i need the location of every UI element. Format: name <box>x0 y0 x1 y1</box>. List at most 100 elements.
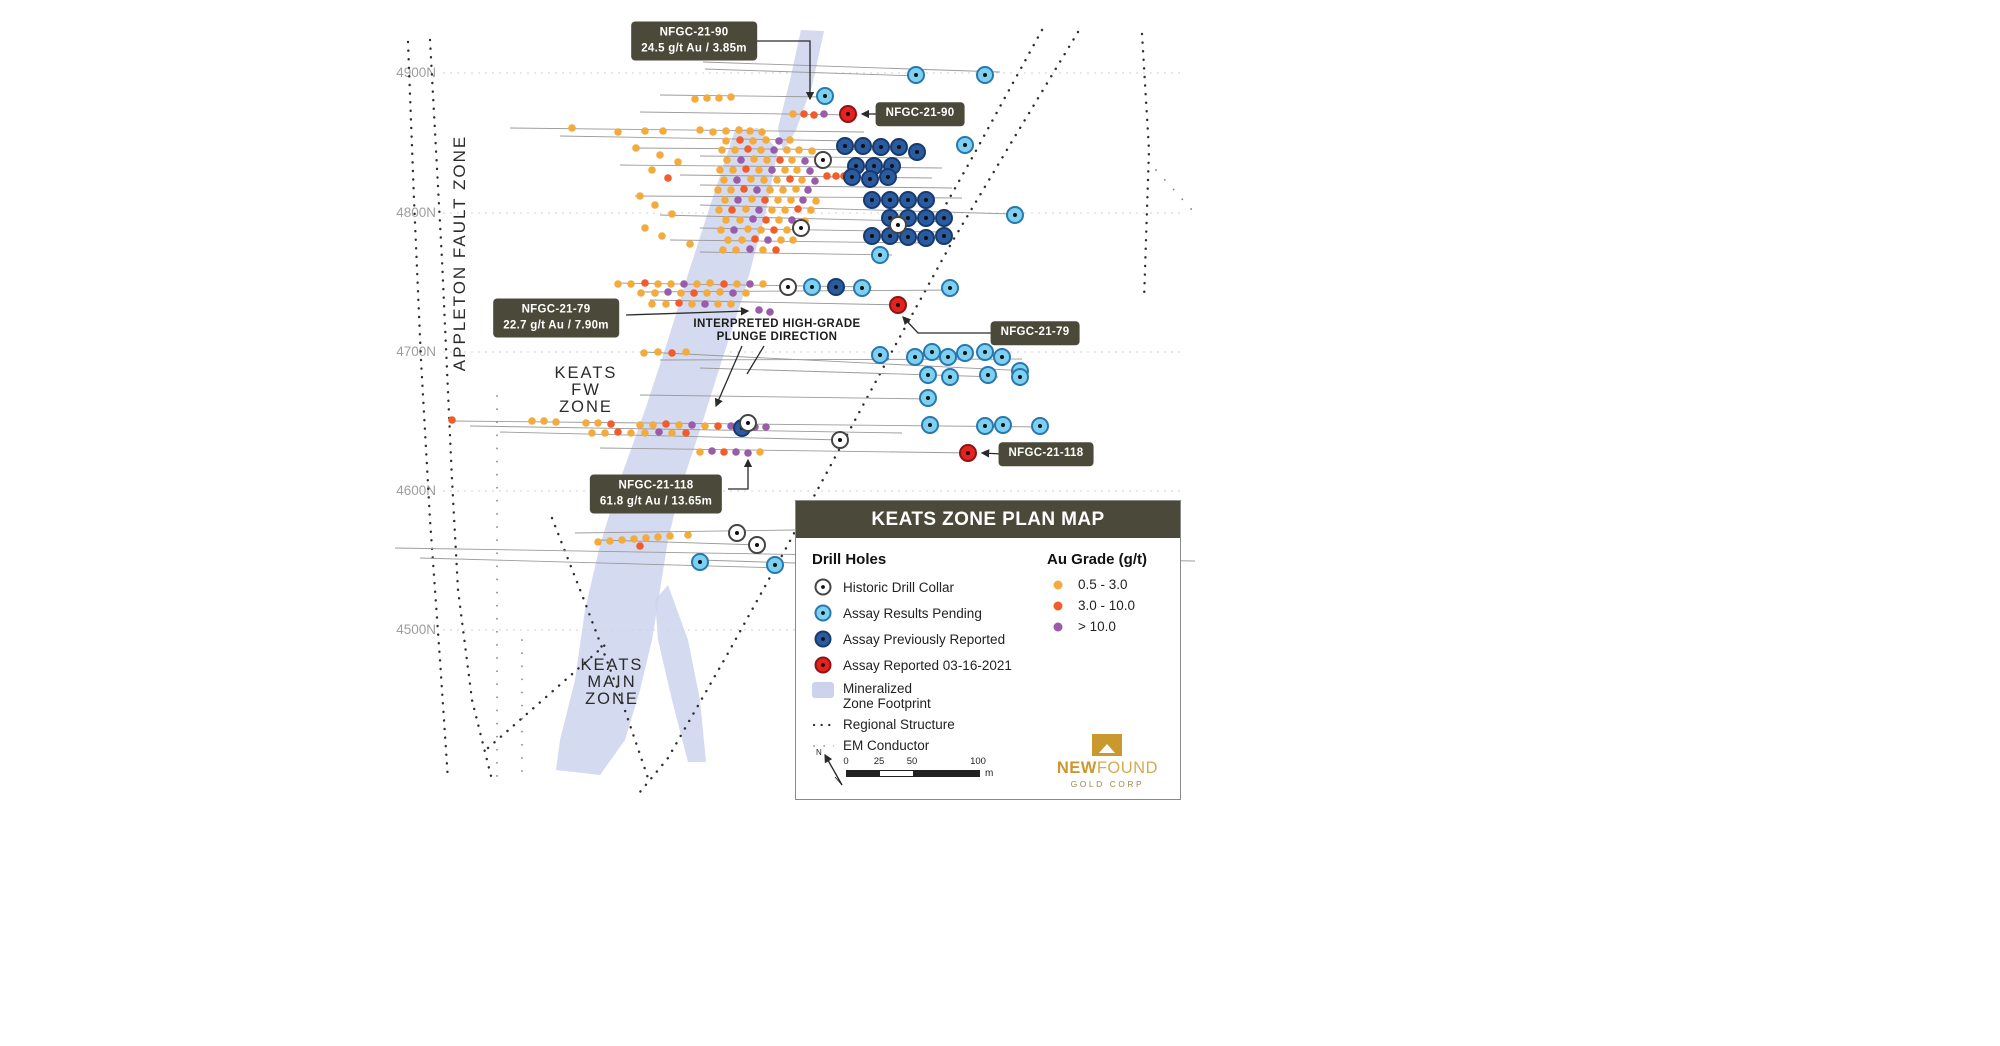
assay-grade-dot <box>667 280 675 288</box>
assay-grade-dot <box>801 157 809 165</box>
northing-label: 4600N <box>396 483 436 498</box>
pending-drill-collar <box>976 417 994 435</box>
drill-trace <box>574 529 796 534</box>
pending-drill-collar <box>976 66 994 84</box>
drill-trace <box>509 127 865 133</box>
legend-item-grade-3-symbol <box>1047 620 1069 634</box>
assay-grade-dot <box>776 156 784 164</box>
assay-grade-dot <box>744 145 752 153</box>
assay-grade-dot <box>636 542 644 550</box>
pending-drill-collar <box>691 553 709 571</box>
assay-grade-dot <box>677 289 685 297</box>
north-arrow-icon: N <box>816 748 843 786</box>
legend-panel: KEATS ZONE PLAN MAP Drill Holes Historic… <box>795 500 1181 800</box>
assay-grade-dot <box>701 300 709 308</box>
assay-grade-dot <box>722 216 730 224</box>
assay-grade-dot <box>703 94 711 102</box>
pending-drill-collar <box>907 66 925 84</box>
legend-item-mineralized-zone-label: Mineralized Zone Footprint <box>843 681 931 711</box>
reported-drill-collar <box>854 137 872 155</box>
assay-grade-dot <box>630 535 638 543</box>
reported-drill-collar <box>935 227 953 245</box>
assay-grade-dot <box>640 349 648 357</box>
legend-title: KEATS ZONE PLAN MAP <box>796 501 1180 538</box>
legend-item-reported: Assay Previously Reported <box>812 629 1047 649</box>
pending-drill-collar <box>956 344 974 362</box>
assay-grade-dot <box>721 196 729 204</box>
assay-grade-dot <box>594 419 602 427</box>
reported-drill-collar <box>917 229 935 247</box>
assay-grade-dot <box>528 417 536 425</box>
assay-grade-dot <box>756 448 764 456</box>
assay-grade-dot <box>747 175 755 183</box>
assay-grade-dot <box>775 137 783 145</box>
assay-grade-dot <box>766 308 774 316</box>
assay-grade-dot <box>675 299 683 307</box>
assay-grade-dot <box>649 421 657 429</box>
assay-grade-dot <box>686 240 694 248</box>
reported-drill-collar <box>879 168 897 186</box>
logo-mountain-icon <box>1092 734 1123 756</box>
regional-structure-line <box>638 30 1080 794</box>
callout-nfgc-21-90-grade: NFGC-21-90 24.5 g/t Au / 3.85m <box>631 21 757 61</box>
newfound-gold-logo: NEWFOUND GOLD CORP <box>1057 734 1158 789</box>
assay-grade-dot <box>753 186 761 194</box>
assay-grade-dot <box>762 136 770 144</box>
scale-tick-label: 25 <box>873 756 885 767</box>
new-drill-collar <box>959 444 977 462</box>
assay-grade-dot <box>627 429 635 437</box>
pending-drill-collar <box>979 366 997 384</box>
assay-grade-dot <box>766 186 774 194</box>
assay-grade-dot <box>748 195 756 203</box>
assay-grade-dot <box>594 538 602 546</box>
scale-bar-segment <box>913 771 979 776</box>
legend-item-regional-structure-label: Regional Structure <box>843 717 955 732</box>
drill-trace <box>699 204 1014 215</box>
mineralized-zone-footprint <box>655 585 706 762</box>
pending-drill-collar <box>1006 206 1024 224</box>
assay-grade-dot <box>729 289 737 297</box>
assay-grade-dot <box>792 185 800 193</box>
assay-grade-dot <box>808 147 816 155</box>
assay-grade-dot <box>662 420 670 428</box>
assay-grade-dot <box>798 176 806 184</box>
assay-grade-dot <box>716 166 724 174</box>
pending-drill-collar <box>939 348 957 366</box>
assay-grade-dot <box>811 177 819 185</box>
reported-drill-collar <box>917 209 935 227</box>
assay-grade-dot <box>642 534 650 542</box>
assay-grade-dot <box>641 279 649 287</box>
assay-grade-dot <box>688 421 696 429</box>
assay-grade-dot <box>662 300 670 308</box>
zone-name-label: ZONE <box>559 398 613 416</box>
legend-item-grade-2-label: 3.0 - 10.0 <box>1078 598 1136 613</box>
callout-text-line: NFGC-21-118 <box>618 479 694 492</box>
reported-drill-collar <box>863 227 881 245</box>
assay-grade-dot <box>786 175 794 183</box>
regional-structure-line <box>428 38 494 782</box>
regional-structure-line <box>486 643 607 750</box>
callout-leader-line <box>752 40 815 101</box>
assay-grade-dot <box>717 226 725 234</box>
assay-grade-dot <box>601 429 609 437</box>
pending-drill-collar <box>919 389 937 407</box>
assay-grade-dot <box>703 289 711 297</box>
legend-item-grade-3: > 10.0 <box>1047 619 1174 634</box>
assay-grade-dot <box>618 536 626 544</box>
callout-nfgc-21-118: NFGC-21-118 <box>998 442 1094 466</box>
assay-grade-dot <box>659 127 667 135</box>
plunge-direction-label: INTERPRETED HIGH-GRADE <box>693 318 860 330</box>
assay-grade-dot <box>779 186 787 194</box>
drill-trace <box>419 557 783 569</box>
assay-grade-dot <box>648 300 656 308</box>
legend-footer: N 0 25 50 100 m NEWFOUND GOLD CORP <box>796 727 1180 793</box>
assay-grade-dot <box>772 246 780 254</box>
assay-grade-dot <box>684 531 692 539</box>
legend-item-mineralized-zone: Mineralized Zone Footprint <box>812 681 1047 711</box>
zone-name-label: KEATS <box>581 656 644 674</box>
callout-text-line: NFGC-21-90 <box>885 107 955 120</box>
assay-grade-dot <box>793 166 801 174</box>
drill-trace <box>639 394 931 400</box>
assay-grade-dot <box>774 196 782 204</box>
assay-grade-dot <box>742 205 750 213</box>
